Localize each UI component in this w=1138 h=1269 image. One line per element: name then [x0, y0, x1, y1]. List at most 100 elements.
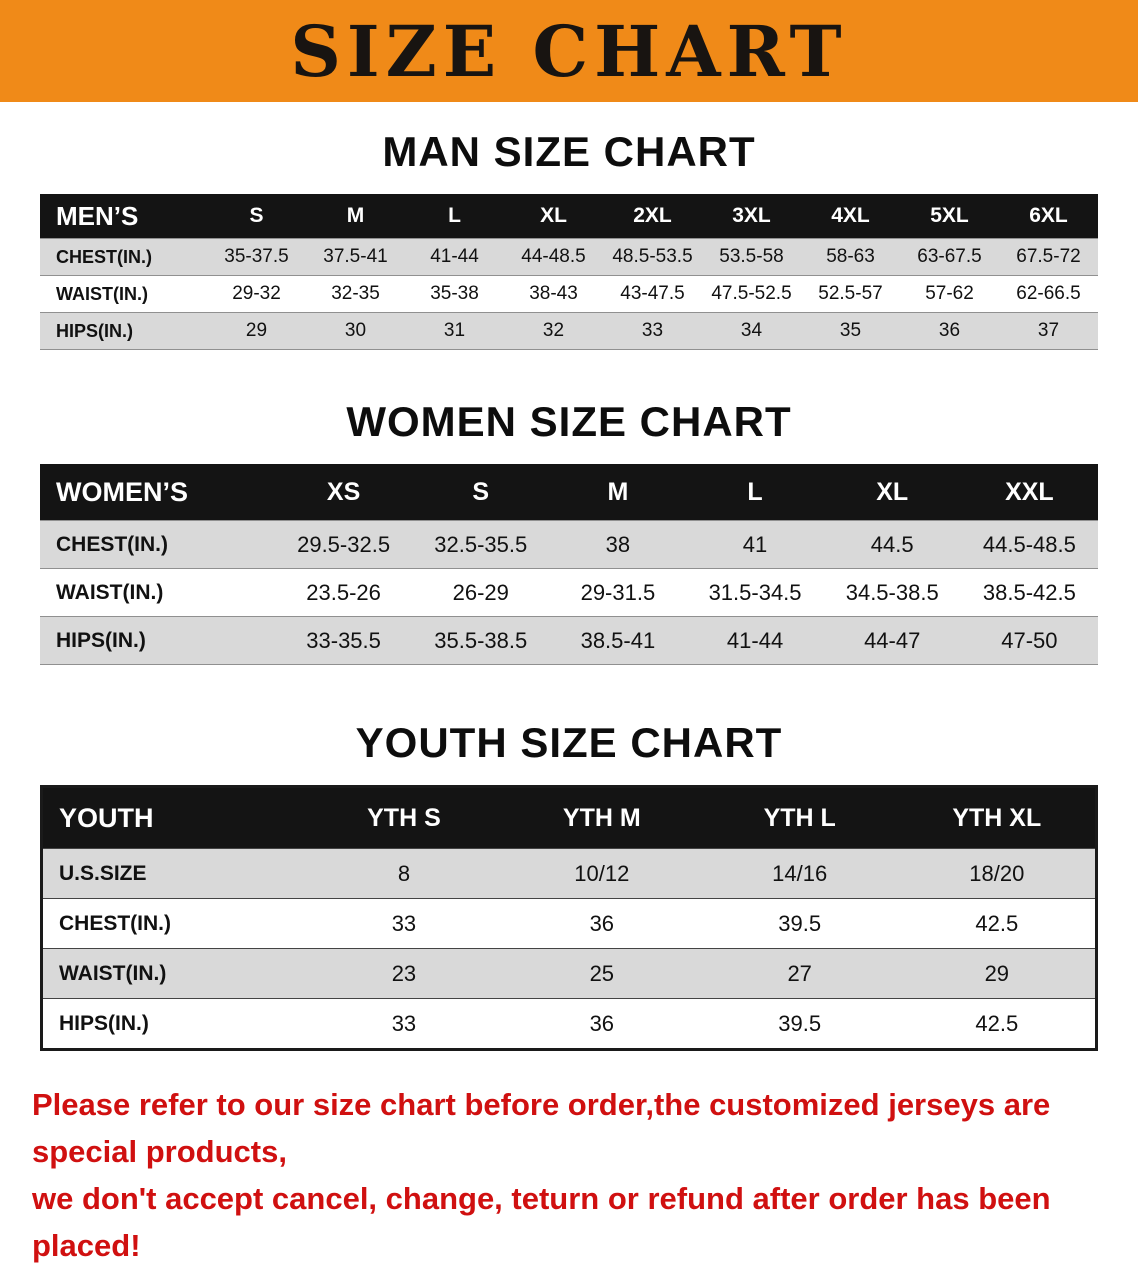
size-cell: 41-44: [726, 627, 784, 653]
size-cell: 14/16: [772, 860, 828, 886]
size-cell: 36: [938, 320, 961, 341]
size-cell: 36: [589, 910, 615, 936]
size-cell: 58-63: [826, 246, 875, 267]
size-cell: 31.5-34.5: [708, 579, 802, 605]
size-cell: 32: [542, 320, 565, 341]
size-cell: 67.5-72: [1016, 246, 1081, 267]
size-cell: 48.5-53.5: [612, 246, 693, 267]
table-row: HIPS(IN.) 29 30 31 32 33 34 35 36 37: [40, 312, 1098, 350]
size-cell: 29: [984, 960, 1010, 986]
women-table-title: WOMEN’S: [40, 464, 275, 521]
women-section-heading: WOMEN SIZE CHART: [346, 398, 792, 445]
size-cell: 38.5-41: [580, 627, 656, 653]
size-cell: 57-62: [925, 283, 974, 304]
men-section-heading: MAN SIZE CHART: [382, 128, 756, 175]
men-size-chart-section: MAN SIZE CHART MEN’S S M L XL 2XL 3XL 4XL 5XL 6XL C…: [0, 128, 1138, 350]
table-row: U.S.SIZE 8 10/12 14/16 18/20: [41, 848, 1097, 899]
size-cell: 43-47.5: [620, 283, 685, 304]
table-row: WAIST(IN.) 29-32 32-35 35-38 38-43 43-47.5 47.…: [40, 275, 1098, 313]
size-cell: 34.5-38.5: [845, 579, 939, 605]
size-cell: 39.5: [778, 1010, 822, 1036]
size-cell: 27: [787, 960, 812, 986]
size-cell: 25: [589, 960, 615, 986]
women-col-header: S: [412, 464, 550, 521]
size-cell: 38: [605, 531, 631, 557]
table-row: CHEST(IN.) 29.5-32.5 32.5-35.5 38 41 44.5 44.5…: [40, 520, 1098, 569]
men-col-header: 5XL: [900, 194, 999, 239]
men-size-table: MEN’S S M L XL 2XL 3XL 4XL 5XL 6XL CHEST(IN.) 35-37…: [40, 194, 1098, 350]
note-line-1: Please refer to our size chart before or…: [32, 1087, 1051, 1169]
row-label: CHEST(IN.): [56, 246, 152, 267]
youth-col-header: YTH M: [502, 786, 701, 849]
women-col-header: M: [549, 464, 687, 521]
size-chart-sections: MAN SIZE CHART MEN’S S M L XL 2XL 3XL 4XL 5XL 6XL C…: [0, 128, 1138, 1051]
size-cell: 29: [245, 320, 268, 341]
men-col-header: L: [405, 194, 504, 239]
size-cell: 37.5-41: [323, 246, 388, 267]
row-label: HIPS(IN.): [56, 628, 146, 652]
size-cell: 33: [391, 1010, 417, 1036]
size-cell: 31: [443, 320, 466, 341]
size-cell: 33: [391, 910, 417, 936]
size-cell: 23.5-26: [306, 579, 381, 605]
size-cell: 41-44: [430, 246, 479, 267]
footer-note: Please refer to our size chart before or…: [0, 1081, 1138, 1269]
size-cell: 44-47: [864, 627, 921, 653]
youth-section-heading: YOUTH SIZE CHART: [355, 719, 783, 766]
men-col-header: 3XL: [702, 194, 801, 239]
youth-col-header: YTH S: [305, 786, 503, 849]
women-size-chart-section: WOMEN SIZE CHART WOMEN’S XS S M L XL XXL CHEST(I…: [0, 398, 1138, 665]
size-cell: 33: [641, 320, 664, 341]
size-cell: 44-48.5: [521, 246, 586, 267]
size-cell: 42.5: [975, 910, 1019, 936]
row-label: WAIST(IN.): [56, 580, 164, 604]
size-cell: 10/12: [574, 860, 630, 886]
women-col-header: L: [686, 464, 824, 521]
size-cell: 39.5: [778, 910, 822, 936]
women-header-row: WOMEN’S XS S M L XL XXL: [40, 464, 1098, 521]
size-cell: 23: [391, 960, 417, 986]
size-cell: 18/20: [969, 860, 1025, 886]
women-size-table: WOMEN’S XS S M L XL XXL CHEST(IN.) 29.5-32.5 32.5…: [40, 464, 1098, 665]
men-col-header: M: [306, 194, 405, 239]
men-table-title: MEN’S: [40, 194, 207, 239]
row-label: WAIST(IN.): [59, 961, 167, 985]
size-cell: 8: [397, 860, 411, 886]
size-cell: 32-35: [331, 283, 380, 304]
youth-table-title: YOUTH: [41, 786, 305, 849]
size-cell: 33-35.5: [306, 627, 381, 653]
size-cell: 32.5-35.5: [434, 531, 528, 557]
youth-col-header: YTH L: [700, 786, 899, 849]
women-col-header: XXL: [960, 464, 1098, 521]
size-cell: 38-43: [529, 283, 578, 304]
row-label: U.S.SIZE: [59, 861, 147, 885]
size-cell: 35-38: [430, 283, 479, 304]
table-row: HIPS(IN.) 33-35.5 35.5-38.5 38.5-41 41-44 44-…: [40, 616, 1098, 665]
table-row: CHEST(IN.) 35-37.5 37.5-41 41-44 44-48.5 48.5…: [40, 238, 1098, 276]
youth-col-header: YTH XL: [898, 786, 1097, 849]
size-cell: 38.5-42.5: [982, 579, 1076, 605]
men-col-header: 6XL: [999, 194, 1098, 239]
note-line-2: we don't accept cancel, change, teturn o…: [32, 1181, 1051, 1263]
youth-header-row: YOUTH YTH S YTH M YTH L YTH XL: [41, 786, 1097, 849]
size-cell: 47.5-52.5: [711, 283, 792, 304]
youth-size-table: YOUTH YTH S YTH M YTH L YTH XL U.S.SIZE 8 10/12…: [40, 785, 1098, 1051]
size-cell: 52.5-57: [818, 283, 883, 304]
men-col-header: 4XL: [801, 194, 900, 239]
size-cell: 29-32: [232, 283, 281, 304]
table-row: WAIST(IN.) 23.5-26 26-29 29-31.5 31.5-34.5 34…: [40, 568, 1098, 617]
table-row: WAIST(IN.) 23 25 27 29: [41, 948, 1097, 999]
page-title: SIZE CHART: [290, 9, 848, 93]
size-cell: 35.5-38.5: [434, 627, 528, 653]
size-cell: 35-37.5: [224, 246, 289, 267]
size-cell: 34: [740, 320, 763, 341]
size-cell: 30: [344, 320, 367, 341]
banner: SIZE CHART: [0, 0, 1138, 102]
size-cell: 35: [839, 320, 862, 341]
women-col-header: XL: [823, 464, 961, 521]
size-cell: 29-31.5: [580, 579, 656, 605]
table-row: HIPS(IN.) 33 36 39.5 42.5: [41, 998, 1097, 1050]
size-cell: 37: [1037, 320, 1060, 341]
row-label: WAIST(IN.): [56, 283, 148, 304]
